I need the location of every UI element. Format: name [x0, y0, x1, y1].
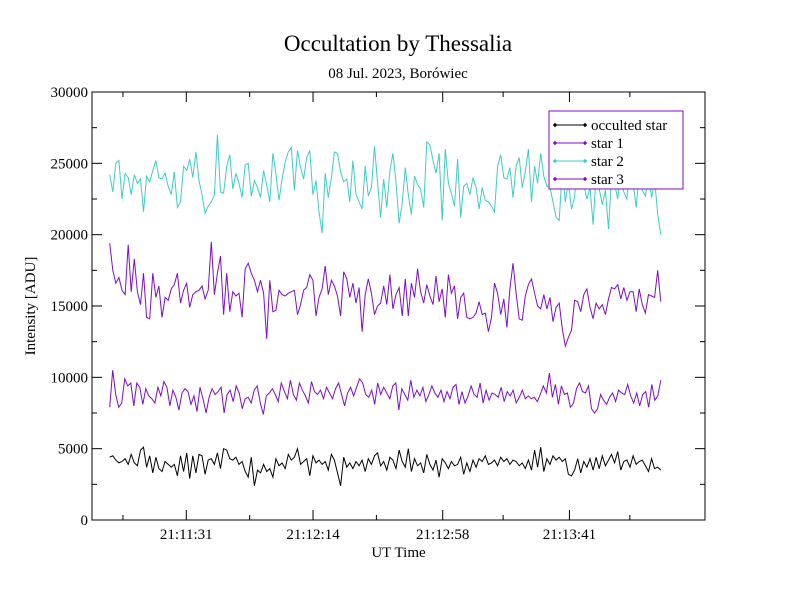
x-tick-label: 21:12:14: [286, 527, 340, 543]
legend-marker: [552, 158, 558, 164]
legend-marker: [552, 176, 558, 182]
legend-label: star 2: [591, 154, 624, 170]
y-tick-label: 0: [81, 513, 89, 529]
legend-label: star 3: [591, 172, 624, 188]
series-line: [109, 370, 662, 415]
x-tick-label: 21:13:41: [543, 527, 596, 543]
y-tick-label: 25000: [51, 156, 89, 172]
y-tick-label: 30000: [51, 85, 89, 101]
chart-title: Occultation by Thessalia: [284, 31, 512, 56]
x-tick-label: 21:12:58: [416, 527, 469, 543]
legend-marker: [552, 122, 558, 128]
legend-label: star 1: [591, 136, 624, 152]
series-line: [109, 241, 662, 348]
y-tick-label: 15000: [51, 299, 89, 315]
y-axis: 0 5000 10000 15000 20000 25000 30000: [51, 85, 705, 529]
legend-marker: [582, 122, 588, 128]
legend-marker: [582, 140, 588, 146]
y-tick-label: 5000: [58, 442, 88, 458]
y-axis-label: Intensity [ADU]: [23, 257, 39, 356]
series-line: [109, 446, 662, 486]
legend: occulted star star 1 star 2 star 3: [548, 110, 684, 190]
legend-marker: [552, 140, 558, 146]
x-tick-label: 21:11:31: [160, 527, 213, 543]
legend-marker: [582, 176, 588, 182]
y-tick-label: 20000: [51, 228, 89, 244]
legend-box: [548, 110, 684, 190]
chart-subtitle: 08 Jul. 2023, Borówiec: [328, 66, 468, 82]
x-axis: 21:11:31 21:12:14 21:12:58 21:13:41: [122, 92, 631, 543]
y-tick-label: 10000: [51, 370, 89, 386]
series-3: [109, 0, 662, 415]
legend-label: occulted star: [591, 118, 667, 134]
x-axis-label: UT Time: [371, 545, 426, 561]
legend-marker: [582, 158, 588, 164]
